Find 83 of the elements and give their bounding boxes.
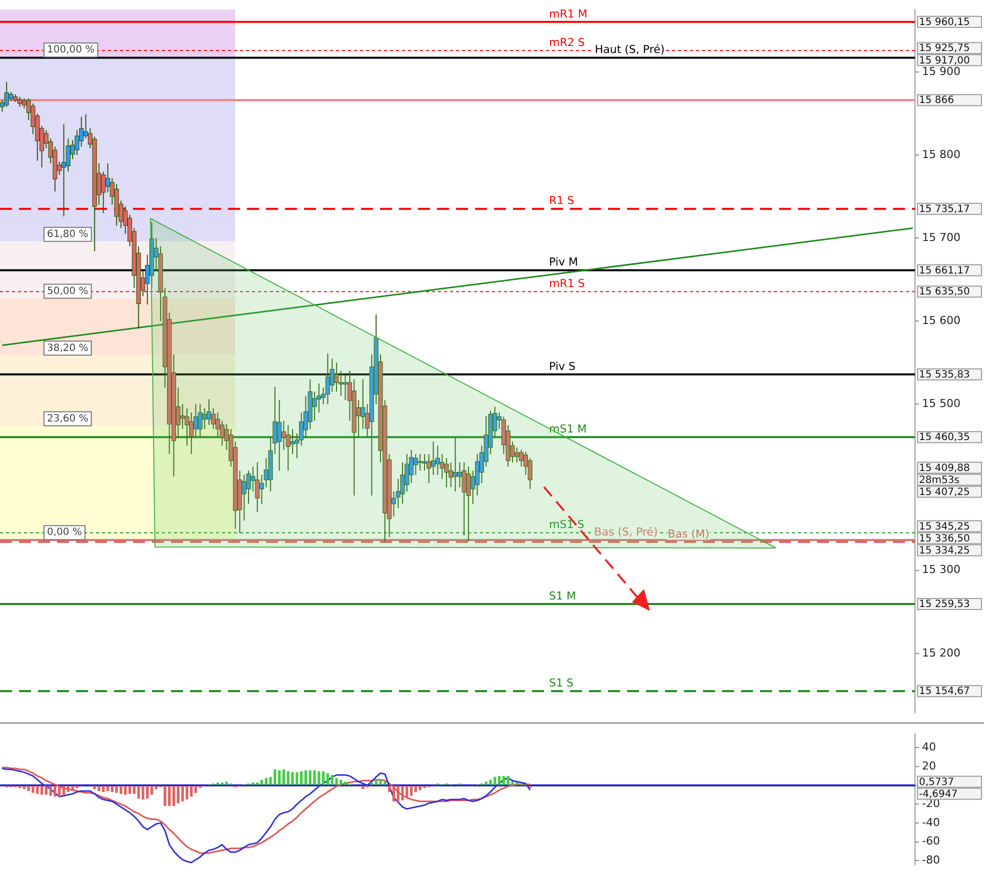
ref-line-label: Piv M [549,256,578,269]
ref-line-label: mR1 S [549,276,585,290]
text: 15 535,83 [919,370,970,381]
text: -4,6947 [919,788,958,800]
y-tick-label: 15 800 [922,148,960,161]
ref-line-label: mS1 S [549,518,584,532]
bar [498,776,501,785]
bar [489,780,492,785]
text: 15 460,35 [919,432,970,444]
text: 15 960,15 [919,17,970,28]
bar [260,780,264,785]
ref-line-label: Haut (S, Pré) [594,43,665,56]
text: 15 866 [919,95,954,106]
ref-line-label: Bas (M) [668,527,710,540]
ref-line-label: Piv S [549,360,576,373]
bar [410,786,413,796]
ref-line-label: mR1 M [549,7,588,20]
y-tick-label: 15 500 [922,397,960,410]
bar [142,786,144,800]
ref-line-label: mS1 M [549,422,587,436]
y-tick-label: 15 300 [922,563,960,576]
bar [304,770,308,785]
bar [150,786,154,795]
bar [76,786,78,788]
bar [172,786,176,806]
text: 28m53s [919,474,960,486]
ref-line-label: S1 S [549,676,574,690]
text: 15 407,25 [919,486,970,498]
text: 15 345,25 [919,521,970,532]
bar [414,786,418,792]
band-label: 50,00 % [47,286,88,297]
bar [98,786,100,791]
bar [282,769,286,785]
bar [194,786,198,793]
text: 15 735,17 [919,204,970,215]
bar [379,778,382,785]
bar [66,786,70,792]
bar [110,786,114,792]
text: 15 917,00 [919,55,970,66]
bar [54,786,56,797]
ref-line-label: S1 M [549,589,576,602]
text: 15 334,25 [919,545,970,556]
y-tick-label: -40 [922,816,940,829]
y-tick-label: 20 [922,759,936,772]
text: 15 635,50 [919,286,970,298]
text: 15 661,17 [919,265,970,276]
bar [62,786,66,795]
text: 0,5737 [919,776,954,788]
ref-line-label: mR2 S [549,36,585,49]
bar [502,776,506,785]
bar [392,786,396,802]
text: 15 154,67 [919,686,970,698]
ref-line-label: Bas (S, Pré) [594,525,658,538]
band-label: 61,80 % [47,228,88,240]
y-tick-label: 15 600 [922,314,960,327]
bar [388,786,391,792]
band-label: 100,00 % [47,44,95,56]
text: 15 925,75 [919,43,970,54]
bar [120,786,122,794]
y-tick-label: 15 200 [922,646,960,660]
band-label: 23,60 % [47,413,88,424]
band-label: 38,20 % [47,342,88,354]
y-tick-label: -80 [922,853,940,866]
bar [326,773,330,785]
y-tick-label: 15 700 [922,230,960,244]
bar [32,786,34,793]
bar [132,786,136,794]
bar [335,778,338,785]
bar [344,782,347,785]
ref-line-label: R1 S [549,194,574,208]
y-tick-label: 40 [922,740,936,754]
bar [401,786,404,800]
bar [106,786,110,791]
text: 15 409,88 [919,462,970,474]
bar [44,786,48,795]
bar [128,786,132,794]
text: 15 259,53 [919,599,970,610]
bar [40,786,44,795]
band-label: 0,00 % [47,527,82,538]
y-tick-label: 15 900 [922,64,960,78]
bar [423,786,426,788]
text: 15 336,50 [919,533,970,544]
y-tick-label: -60 [922,834,940,848]
